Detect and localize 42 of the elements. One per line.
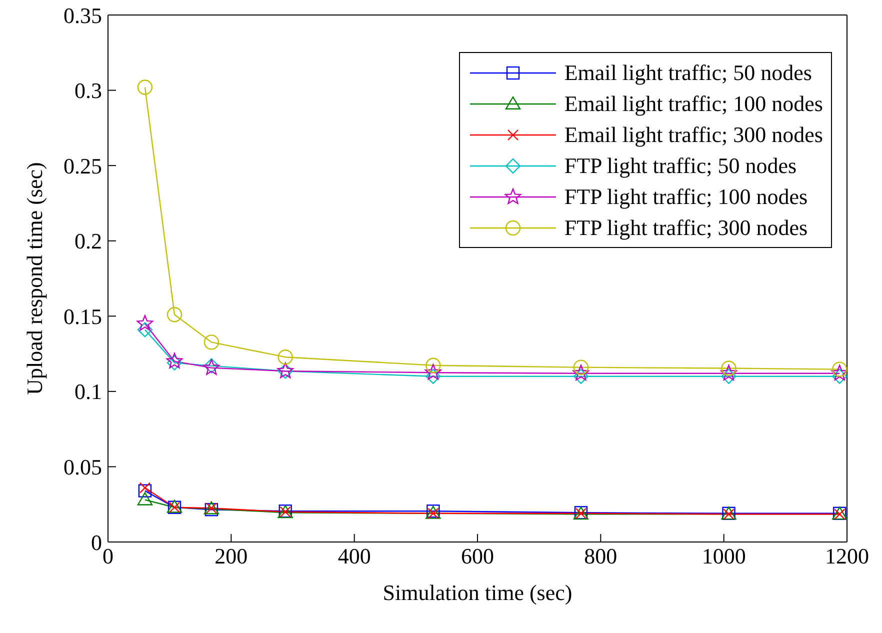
- y-axis-title: Upload respond time (sec): [22, 162, 47, 395]
- x-tick-label: 1000: [702, 544, 746, 569]
- x-axis-title: Simulation time (sec): [382, 580, 572, 605]
- x-tick-label: 800: [584, 544, 618, 569]
- point: [137, 492, 153, 506]
- point: [139, 482, 151, 494]
- point: [573, 368, 589, 384]
- point: [720, 364, 737, 380]
- y-tick-label: 0.35: [64, 2, 102, 28]
- y-tick-label: 0.25: [64, 153, 102, 178]
- point: [573, 360, 589, 375]
- legend-label: FTP light traffic; 100 nodes: [564, 184, 808, 210]
- point: [204, 334, 220, 350]
- x-tick-label: 400: [338, 544, 371, 569]
- y-tick-label: 0.2: [74, 228, 102, 254]
- point: [137, 322, 153, 338]
- y-tick-label: 0.1: [74, 379, 102, 404]
- x-tick-label: 200: [214, 544, 248, 569]
- point: [721, 368, 736, 384]
- point: [138, 484, 152, 498]
- point: [166, 307, 182, 322]
- point: [832, 362, 847, 377]
- point: [831, 364, 847, 380]
- point: [424, 364, 442, 380]
- legend-label: Email light traffic; 50 nodes: [564, 60, 812, 86]
- point: [426, 368, 441, 384]
- y-tick-label: 0.3: [74, 78, 102, 104]
- y-tick-label: 0.05: [64, 454, 102, 480]
- legend-label: FTP light traffic; 50 nodes: [564, 152, 797, 178]
- point: [832, 368, 847, 384]
- point: [136, 315, 154, 331]
- legend-label: FTP light traffic; 300 nodes: [564, 214, 808, 240]
- legend-label: Email light traffic; 100 nodes: [564, 90, 823, 116]
- point: [426, 358, 441, 373]
- y-tick-label: 0.15: [64, 304, 102, 329]
- point: [721, 360, 736, 376]
- point: [572, 364, 590, 380]
- legend-label: Email light traffic; 300 nodes: [564, 122, 823, 148]
- point: [278, 350, 293, 365]
- point: [137, 80, 153, 95]
- x-tick-label: 1200: [825, 544, 869, 569]
- x-tick-label: 600: [461, 544, 494, 569]
